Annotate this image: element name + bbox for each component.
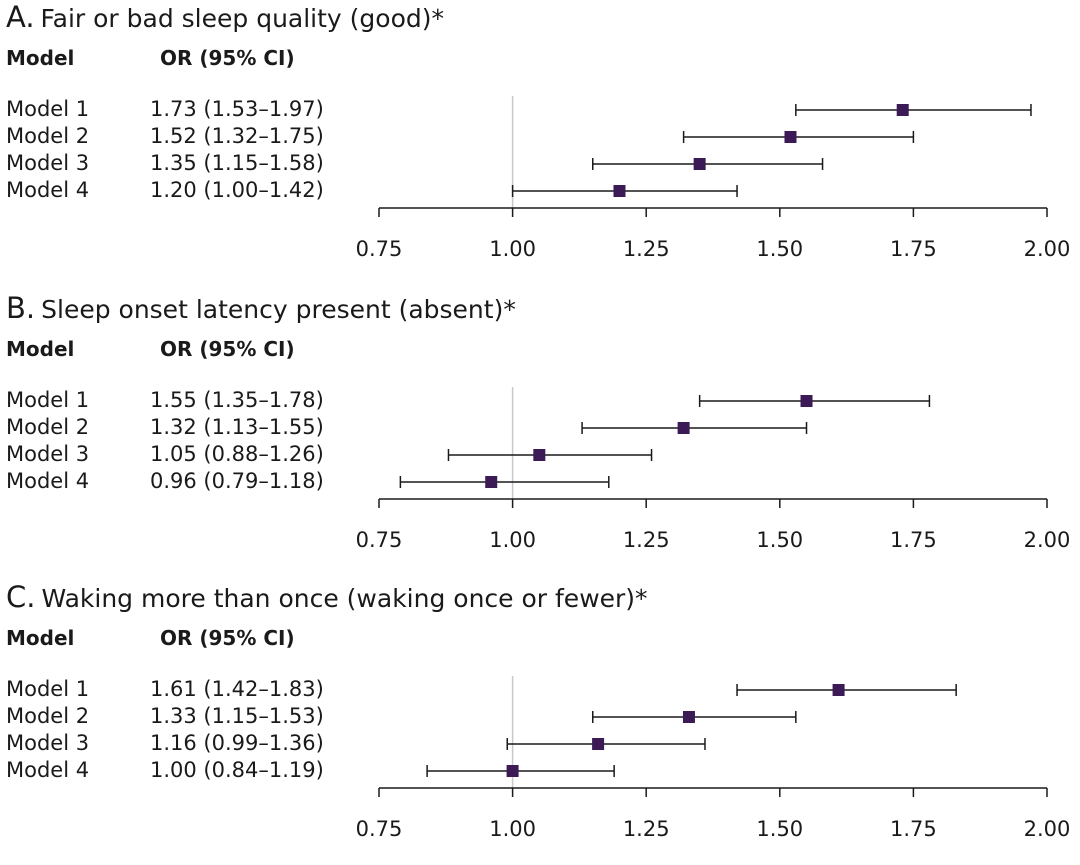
x-tick-label: 1.25	[623, 528, 670, 552]
x-tick-label: 1.75	[890, 237, 937, 261]
x-tick-label: 1.50	[756, 817, 803, 841]
x-tick-label: 1.50	[756, 528, 803, 552]
or-marker	[533, 449, 546, 461]
panel-a: A. Fair or bad sleep quality (good)* Mode…	[0, 0, 1080, 285]
column-header-model: Model	[6, 46, 75, 70]
or-marker	[784, 131, 797, 143]
x-tick-label: 2.00	[1024, 528, 1071, 552]
row-or-ci: 1.00 (0.84–1.19)	[150, 758, 324, 782]
row-or-ci: 1.52 (1.32–1.75)	[150, 124, 324, 148]
x-tick-label: 0.75	[356, 817, 403, 841]
panel-b: B. Sleep onset latency present (absent)* …	[0, 291, 1080, 576]
row-label: Model 1	[6, 97, 90, 121]
forest-plot-b: 0.75 1.00 1.25 1.50 1.75 2.00	[356, 387, 1071, 552]
row-label: Model 3	[6, 151, 90, 175]
row-or-ci: 0.96 (0.79–1.18)	[150, 469, 324, 493]
panel-letter: C.	[6, 580, 36, 614]
or-marker	[592, 738, 605, 750]
or-marker	[682, 711, 695, 723]
panel-title-text: Sleep onset latency present (absent)*	[41, 295, 516, 324]
panel-letter: A.	[6, 0, 35, 34]
row-label: Model 2	[6, 124, 90, 148]
x-tick-label: 1.25	[623, 817, 670, 841]
column-header-or: OR (95% CI)	[160, 46, 295, 70]
or-marker	[485, 476, 498, 488]
panel-title: A. Fair or bad sleep quality (good)*	[6, 0, 444, 34]
row-label: Model 2	[6, 415, 90, 439]
row-or-ci: 1.16 (0.99–1.36)	[150, 731, 324, 755]
row-label: Model 1	[6, 677, 90, 701]
column-header-or: OR (95% CI)	[160, 337, 295, 361]
x-tick-label: 1.00	[489, 528, 536, 552]
x-tick-label: 1.75	[890, 528, 937, 552]
row-label: Model 2	[6, 704, 90, 728]
x-tick-label: 0.75	[356, 237, 403, 261]
row-or-ci: 1.32 (1.13–1.55)	[150, 415, 324, 439]
x-tick-label: 2.00	[1024, 237, 1071, 261]
or-marker	[832, 684, 845, 696]
x-tick-label: 1.00	[489, 237, 536, 261]
column-header-model: Model	[6, 337, 75, 361]
x-tick-label: 1.25	[623, 237, 670, 261]
column-header-or: OR (95% CI)	[160, 626, 295, 650]
or-marker	[693, 158, 706, 170]
row-or-ci: 1.61 (1.42–1.83)	[150, 677, 324, 701]
panel-c: C. Waking more than once (waking once or …	[0, 580, 1080, 865]
or-marker	[506, 765, 519, 777]
x-tick-label: 1.00	[489, 817, 536, 841]
or-marker	[896, 104, 909, 116]
forest-plot-c: 0.75 1.00 1.25 1.50 1.75 2.00	[356, 676, 1071, 841]
forest-plot-a: 0.75 1.00 1.25 1.50 1.75 2.00	[356, 96, 1071, 261]
column-header-model: Model	[6, 626, 75, 650]
row-or-ci: 1.05 (0.88–1.26)	[150, 442, 324, 466]
x-tick-label: 2.00	[1024, 817, 1071, 841]
row-label: Model 1	[6, 388, 90, 412]
panel-letter: B.	[6, 291, 36, 325]
row-or-ci: 1.20 (1.00–1.42)	[150, 178, 324, 202]
row-label: Model 3	[6, 731, 90, 755]
panel-title-text: Fair or bad sleep quality (good)*	[40, 4, 445, 33]
row-or-ci: 1.73 (1.53–1.97)	[150, 97, 324, 121]
row-or-ci: 1.33 (1.15–1.53)	[150, 704, 324, 728]
x-tick-label: 1.50	[756, 237, 803, 261]
or-marker	[800, 395, 813, 407]
row-or-ci: 1.55 (1.35–1.78)	[150, 388, 324, 412]
row-or-ci: 1.35 (1.15–1.58)	[150, 151, 324, 175]
row-label: Model 4	[6, 178, 90, 202]
or-marker	[677, 422, 690, 434]
x-tick-label: 0.75	[356, 528, 403, 552]
or-marker	[613, 185, 626, 197]
row-label: Model 4	[6, 469, 90, 493]
panel-title-text: Waking more than once (waking once or fe…	[41, 584, 648, 613]
row-label: Model 4	[6, 758, 90, 782]
x-tick-label: 1.75	[890, 817, 937, 841]
row-label: Model 3	[6, 442, 90, 466]
panel-title: B. Sleep onset latency present (absent)*	[6, 291, 516, 325]
panel-title: C. Waking more than once (waking once or …	[6, 580, 648, 614]
